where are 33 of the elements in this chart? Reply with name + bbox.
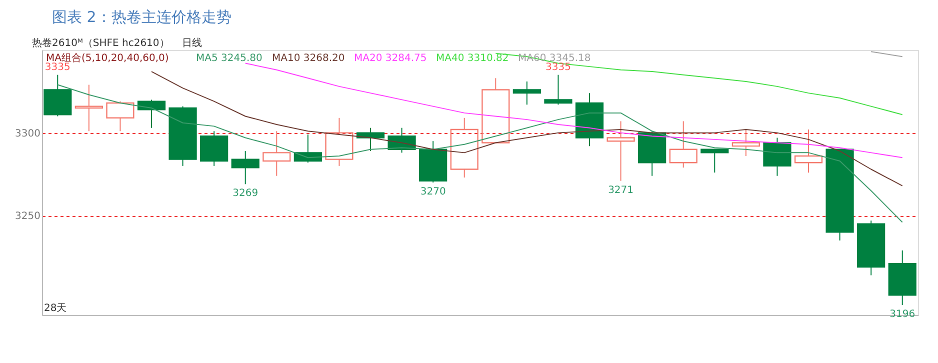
chart-title: 图表 2：热卷主连价格走势 [52,8,232,26]
candlestick [262,130,291,176]
candlestick [512,80,541,106]
text: MA10 3268.20 [272,53,345,64]
candlestick [857,220,886,276]
annotation: 3270 [420,186,446,198]
annotation: MA组合(5,10,20,40,60,0) [46,52,169,64]
line-series [151,71,903,186]
text: 日线 [182,37,202,49]
y-tick-label: 3250 [15,211,40,222]
line-series [57,84,903,223]
candlestick [575,92,604,147]
candlestick [450,117,478,178]
annotation: 3196 [890,309,916,320]
annotation: 28天 [44,303,67,314]
candlestick [200,130,228,166]
candlestick [669,120,698,168]
text: 热卷2610ᴹ（SHFE hc2610） [32,37,170,49]
line-series [244,62,903,158]
annotation: 3269 [232,188,258,200]
candlestick [606,120,635,182]
candlestick [888,250,916,306]
candlestick [794,129,823,174]
text: MA20 3284.75 [354,53,427,64]
candlestick [732,129,760,156]
annotation: 3335 [44,62,70,73]
annotation: 3335 [545,62,571,73]
candlestick [74,84,103,132]
candlestick [231,150,260,185]
text: MA5 3245.80 [196,53,262,64]
annotation: 3271 [608,184,634,196]
y-tick-label: 3300 [15,128,40,140]
series-label: MA40 3310.82 [436,53,509,64]
